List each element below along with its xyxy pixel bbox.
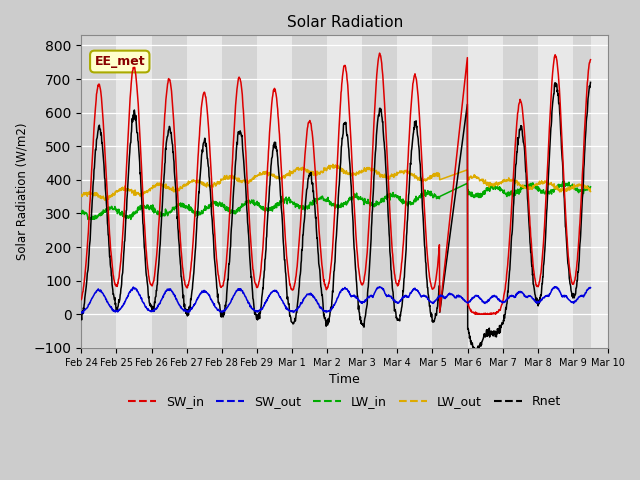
Rnet	[470, 349, 478, 355]
Bar	[433, 36, 468, 348]
LW_out	[482, 181, 490, 187]
Bar	[468, 36, 502, 348]
SW_in	[587, 57, 595, 62]
Bar	[573, 36, 591, 348]
Bar	[187, 36, 221, 348]
LW_out	[587, 189, 595, 194]
Rnet	[191, 259, 198, 264]
LW_in	[179, 201, 186, 206]
Bar	[538, 36, 573, 348]
Bar	[397, 36, 433, 348]
SW_out	[77, 310, 85, 315]
LW_in	[77, 209, 85, 215]
SW_out	[587, 285, 595, 290]
SW_out	[78, 310, 86, 316]
SW_in	[191, 217, 198, 223]
Legend: SW_in, SW_out, LW_in, LW_out, Rnet: SW_in, SW_out, LW_in, LW_out, Rnet	[124, 390, 566, 413]
Line: LW_out: LW_out	[81, 164, 591, 200]
SW_in	[527, 233, 534, 239]
SW_out	[527, 293, 534, 299]
Bar	[257, 36, 292, 348]
LW_out	[527, 185, 534, 191]
LW_in	[86, 216, 94, 222]
LW_in	[587, 184, 595, 190]
Bar	[362, 36, 397, 348]
Rnet	[248, 274, 255, 279]
Title: Solar Radiation: Solar Radiation	[287, 15, 403, 30]
Bar	[502, 36, 538, 348]
LW_out	[248, 176, 256, 182]
Rnet	[77, 314, 85, 320]
Line: Rnet: Rnet	[81, 83, 591, 352]
Line: LW_in: LW_in	[81, 181, 591, 219]
SW_out	[179, 306, 186, 312]
Rnet	[481, 334, 489, 340]
Bar	[292, 36, 327, 348]
Bar	[152, 36, 187, 348]
Line: SW_in: SW_in	[81, 53, 591, 314]
SW_in	[482, 312, 490, 317]
SW_in	[248, 248, 255, 254]
Rnet	[587, 80, 595, 85]
Y-axis label: Solar Radiation (W/m2): Solar Radiation (W/m2)	[15, 123, 28, 260]
Text: EE_met: EE_met	[95, 55, 145, 68]
LW_in	[415, 194, 422, 200]
SW_out	[191, 301, 198, 307]
Rnet	[415, 141, 422, 147]
Bar	[116, 36, 152, 348]
SW_in	[77, 297, 85, 302]
LW_in	[481, 189, 489, 194]
SW_out	[550, 284, 558, 289]
Bar	[81, 36, 116, 348]
LW_out	[415, 177, 423, 183]
SW_in	[376, 50, 383, 56]
LW_in	[248, 197, 256, 203]
SW_out	[415, 290, 422, 296]
SW_in	[415, 105, 422, 110]
Rnet	[527, 242, 534, 248]
SW_in	[471, 312, 479, 317]
LW_out	[191, 178, 198, 184]
LW_out	[101, 197, 109, 203]
Bar	[591, 36, 608, 348]
LW_out	[179, 185, 186, 191]
Line: SW_out: SW_out	[81, 287, 591, 313]
LW_in	[527, 182, 534, 188]
SW_out	[481, 300, 489, 305]
Bar	[221, 36, 257, 348]
LW_out	[77, 192, 85, 198]
SW_in	[179, 259, 186, 265]
LW_in	[191, 209, 198, 215]
LW_in	[560, 178, 568, 184]
Bar	[327, 36, 362, 348]
Rnet	[179, 281, 186, 287]
SW_out	[248, 305, 256, 311]
LW_out	[329, 161, 337, 167]
X-axis label: Time: Time	[330, 373, 360, 386]
